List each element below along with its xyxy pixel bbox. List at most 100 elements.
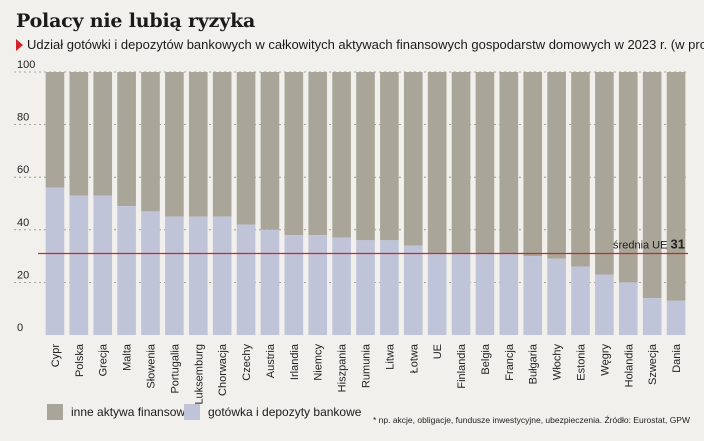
legend-swatch-other xyxy=(47,404,63,420)
bar-cash xyxy=(69,195,89,335)
x-tick-label: Malta xyxy=(122,343,134,371)
bar-other xyxy=(642,72,662,299)
bar-other xyxy=(188,72,208,217)
y-tick-label: 80 xyxy=(17,112,29,124)
x-tick-label: Belgia xyxy=(480,343,492,374)
legend-label-other: inne aktywa finansowe* xyxy=(71,405,197,419)
bar-other xyxy=(284,72,304,236)
bar-cash xyxy=(642,298,662,335)
x-tick-label: Niemcy xyxy=(313,344,325,381)
bar-cash xyxy=(571,266,590,335)
bar-other xyxy=(260,72,280,230)
x-tick-label: Irlandia xyxy=(289,343,301,380)
bar-other xyxy=(141,72,160,212)
x-tick-label: Portugalia xyxy=(169,343,181,393)
bar-other xyxy=(403,72,423,246)
bar-cash xyxy=(188,216,208,335)
x-axis-labels: Cypr Polska Grecja Malta Słowenia Portugalia L… xyxy=(50,343,683,404)
legend-swatch-cash xyxy=(184,404,200,420)
x-tick-label: Łotwa xyxy=(408,343,420,373)
bar-other xyxy=(427,72,447,254)
x-tick-label: Finlandia xyxy=(456,343,468,389)
x-tick-label: Słowenia xyxy=(146,343,158,389)
bar-other xyxy=(236,72,256,225)
y-tick-label: 0 xyxy=(17,322,23,334)
bar-cash xyxy=(141,211,160,335)
chart-subtitle: Udział gotówki i depozytów bankowych w c… xyxy=(16,37,704,52)
bar-other xyxy=(45,72,65,188)
bar-other xyxy=(666,72,686,301)
bar-cash xyxy=(427,253,447,335)
average-line-group: średnia UE 31 xyxy=(38,236,688,255)
bar-cash xyxy=(45,187,65,335)
x-tick-label: Węgry xyxy=(599,344,611,376)
bar-other xyxy=(499,72,519,254)
x-tick-label: Polska xyxy=(74,343,86,377)
bar-cash xyxy=(260,229,280,335)
bar-other xyxy=(380,72,399,241)
bar-other xyxy=(308,72,328,236)
bar-other xyxy=(595,72,614,275)
bar-cash xyxy=(618,282,638,335)
chart-title: Polacy nie lubią ryzyka xyxy=(16,10,256,32)
bar-cash xyxy=(93,195,113,335)
y-tick-label: 100 xyxy=(17,59,35,71)
y-tick-label: 40 xyxy=(17,217,29,229)
bars xyxy=(45,72,686,335)
subtitle-text: Udział gotówki i depozytów bankowych w c… xyxy=(27,37,704,52)
y-tick-label: 20 xyxy=(17,269,29,281)
bar-cash xyxy=(523,256,543,335)
x-tick-label: Bułgaria xyxy=(528,343,540,384)
x-tick-label: Luksemburg xyxy=(193,344,205,405)
bar-cash xyxy=(547,258,566,335)
bar-cash xyxy=(595,274,614,335)
y-tick-label: 60 xyxy=(17,164,29,176)
bar-cash xyxy=(117,206,136,335)
bar-cash xyxy=(403,245,423,335)
legend-label-cash: gotówka i depozyty bankowe xyxy=(208,405,362,419)
bar-cash xyxy=(332,237,351,335)
bar-cash xyxy=(475,253,495,335)
x-tick-label: Austria xyxy=(265,343,277,378)
bar-cash xyxy=(380,240,399,335)
x-tick-label: Szwecja xyxy=(647,343,659,385)
x-tick-label: UE xyxy=(432,344,444,359)
x-tick-label: Estonia xyxy=(576,343,588,381)
average-label: średnia UE 31 xyxy=(613,236,685,251)
x-tick-label: Litwa xyxy=(384,343,396,370)
bar-other xyxy=(93,72,113,196)
x-tick-label: Chorwacja xyxy=(217,343,229,396)
bar-other xyxy=(117,72,136,207)
bar-other xyxy=(165,72,184,217)
y-axis-ticks: 0 20 40 60 80 100 xyxy=(17,59,35,334)
bar-cash xyxy=(284,235,304,335)
bar-cash xyxy=(666,300,686,335)
bar-other xyxy=(547,72,566,259)
x-tick-label: Rumunia xyxy=(361,343,373,388)
bar-other xyxy=(571,72,590,267)
bar-other xyxy=(212,72,232,217)
x-tick-label: Holandia xyxy=(623,343,635,387)
bar-cash xyxy=(499,253,519,335)
bar-other xyxy=(356,72,375,241)
bar-other xyxy=(451,72,471,254)
bar-cash xyxy=(451,253,471,335)
x-tick-label: Cypr xyxy=(50,344,62,368)
bar-other xyxy=(618,72,638,283)
x-tick-label: Włochy xyxy=(552,344,564,381)
subtitle-arrow-icon xyxy=(16,38,23,51)
bar-cash xyxy=(212,216,232,335)
legend-item-cash: gotówka i depozyty bankowe xyxy=(184,404,361,420)
x-tick-label: Czechy xyxy=(241,344,253,381)
x-tick-label: Dania xyxy=(671,343,683,373)
bar-cash xyxy=(165,216,184,335)
legend-item-other: inne aktywa finansowe* xyxy=(47,404,196,420)
x-tick-label: Francja xyxy=(504,343,516,381)
source-footnote: * np. akcje, obligacje, fundusze inwesty… xyxy=(372,415,690,425)
bar-other xyxy=(69,72,89,196)
bar-other xyxy=(332,72,351,238)
x-tick-label: Hiszpania xyxy=(337,343,349,392)
x-tick-label: Grecja xyxy=(98,343,110,376)
bar-other xyxy=(475,72,495,254)
